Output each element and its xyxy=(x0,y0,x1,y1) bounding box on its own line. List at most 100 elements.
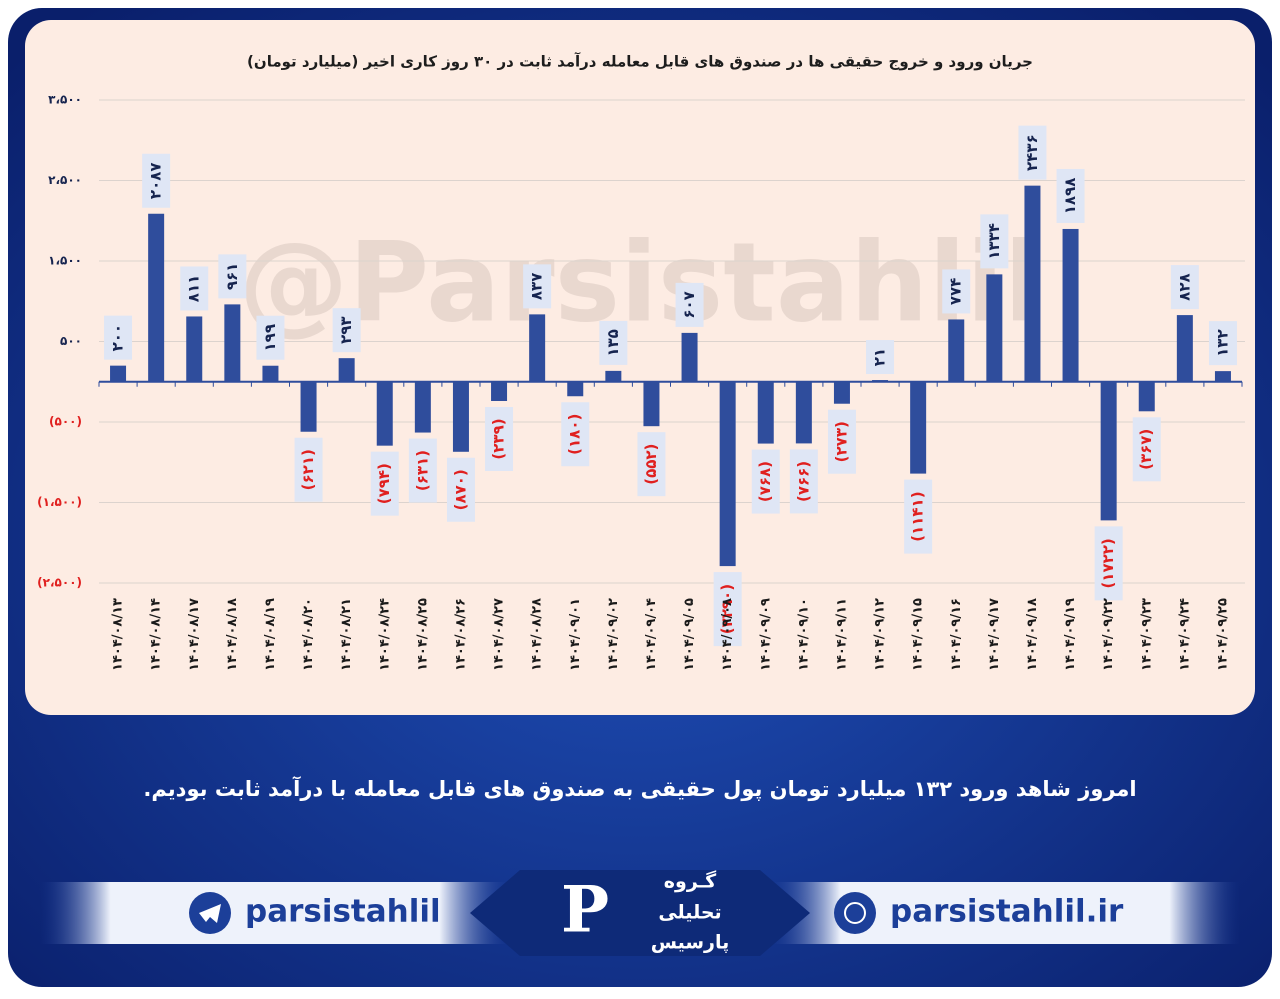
value-label-box xyxy=(1132,417,1161,482)
value-label: (۲۷۳) xyxy=(832,421,850,462)
bar xyxy=(148,213,165,382)
y-tick-label: (۱،۵۰۰) xyxy=(37,495,82,509)
bar xyxy=(567,381,584,397)
footer-band-left xyxy=(40,882,510,944)
bar xyxy=(491,381,508,401)
value-label: ۸۳۷ xyxy=(528,273,546,300)
x-tick-label: ۱۴۰۴/۰۸/۲۴ xyxy=(377,598,392,671)
value-label-box xyxy=(256,315,285,360)
logo-mark: P xyxy=(561,873,609,948)
bar xyxy=(719,381,736,567)
value-label-box xyxy=(1056,168,1085,223)
value-label-box xyxy=(523,264,552,309)
x-tick-label: ۱۴۰۴/۰۹/۱۹ xyxy=(1063,598,1078,671)
value-label-box xyxy=(1094,526,1123,601)
value-label: (۱۱۴۱) xyxy=(909,491,927,541)
value-label-box xyxy=(904,479,933,554)
x-tick-label: ۱۴۰۴/۰۸/۱۸ xyxy=(225,598,240,671)
web-icon xyxy=(834,892,876,934)
value-label-box xyxy=(218,254,247,299)
value-label-box xyxy=(104,315,133,360)
x-tick-label: ۱۴۰۴/۰۹/۱۱ xyxy=(834,598,849,671)
y-tick-label: ۱،۵۰۰ xyxy=(48,254,82,268)
value-label: (۷۶۶) xyxy=(794,461,812,502)
value-label: ۸۲۸ xyxy=(1175,273,1193,300)
logo-line: گـروه xyxy=(664,870,717,893)
x-tick-label: ۱۴۰۴/۰۹/۰۹ xyxy=(758,598,773,671)
x-tick-label: ۱۴۰۴/۰۸/۱۴ xyxy=(149,598,164,671)
value-label-box xyxy=(942,269,971,314)
bar xyxy=(338,358,355,382)
x-tick-label: ۱۴۰۴/۰۸/۲۸ xyxy=(530,598,545,671)
value-label: ۲۹۳ xyxy=(337,316,355,343)
value-label: ۱۸۹۸ xyxy=(1061,178,1079,215)
bar xyxy=(986,274,1003,382)
value-label-box xyxy=(1208,321,1237,366)
value-label: (۲۲۹۰) xyxy=(718,584,736,634)
value-label-box xyxy=(713,572,742,647)
x-tick-label: ۱۴۰۴/۰۹/۱۵ xyxy=(911,598,926,671)
y-tick-label: (۵۰۰) xyxy=(49,415,82,429)
bar xyxy=(1176,315,1193,382)
value-label-box xyxy=(675,282,704,327)
value-label-box xyxy=(599,320,628,365)
x-tick-label: ۱۴۰۴/۰۹/۲۴ xyxy=(1177,598,1192,671)
x-tick-label: ۱۴۰۴/۰۸/۲۵ xyxy=(415,598,430,671)
bar xyxy=(376,381,393,446)
value-label: ۲۴۳۶ xyxy=(1023,134,1041,171)
logo-line: پارسیس xyxy=(651,932,730,954)
bar xyxy=(757,381,774,444)
x-tick-label: ۱۴۰۴/۰۸/۲۰ xyxy=(301,598,316,671)
value-label-box xyxy=(446,457,475,522)
x-tick-label: ۱۴۰۴/۰۸/۱۷ xyxy=(187,598,202,671)
bar xyxy=(224,304,241,382)
bar xyxy=(110,365,127,382)
x-tick-label: ۱۴۰۴/۰۹/۱۷ xyxy=(987,598,1002,671)
x-tick-label: ۱۴۰۴/۰۹/۱۲ xyxy=(873,598,888,671)
bar xyxy=(1062,228,1079,382)
bar xyxy=(833,381,850,404)
bar xyxy=(643,381,660,427)
bar xyxy=(186,316,203,382)
value-label: (۸۷۰) xyxy=(451,469,469,510)
value-label-box xyxy=(1018,125,1047,180)
web-glyph xyxy=(844,902,866,924)
value-label-box xyxy=(408,438,437,503)
x-tick-label: ۱۴۰۴/۰۹/۰۸ xyxy=(720,598,735,671)
watermark: @Parsistahlil xyxy=(238,218,1041,346)
x-tick-label: ۱۴۰۴/۰۹/۱۸ xyxy=(1025,598,1040,671)
x-tick-label: ۱۴۰۴/۰۸/۱۹ xyxy=(263,598,278,671)
value-label: (۵۵۲) xyxy=(642,444,660,485)
bar xyxy=(414,381,431,433)
value-label: ۱۹۹ xyxy=(261,324,279,351)
bar xyxy=(1138,381,1155,412)
value-label: ۸۱۱ xyxy=(185,275,203,302)
website: parsistahlil.ir xyxy=(890,894,1124,930)
bar xyxy=(948,319,965,382)
bar xyxy=(529,314,546,382)
value-label: ۹۶۱ xyxy=(223,263,241,290)
value-label: ۱۳۵ xyxy=(604,329,622,356)
logo-line: تحلیلی xyxy=(658,902,721,924)
value-label-box xyxy=(637,432,666,497)
x-tick-label: ۱۴۰۴/۰۹/۰۱ xyxy=(568,598,583,671)
value-label-box xyxy=(180,266,209,311)
chart-panel xyxy=(25,20,1255,715)
x-tick-label: ۱۴۰۴/۰۸/۲۱ xyxy=(339,598,354,671)
value-label: ۲۱ xyxy=(871,348,889,366)
x-tick-label: ۱۴۰۴/۰۹/۲۲ xyxy=(1101,598,1116,671)
bar xyxy=(1100,381,1117,521)
bar xyxy=(795,381,812,444)
x-tick-label: ۱۴۰۴/۰۹/۱۰ xyxy=(796,598,811,671)
value-label: ۱۳۳۴ xyxy=(985,223,1003,260)
value-label: ۲۰۰ xyxy=(109,324,127,351)
value-label: (۳۶۷) xyxy=(1137,429,1155,470)
value-label-box xyxy=(751,449,780,514)
value-label: ۶۰۷ xyxy=(680,291,698,318)
value-label-box xyxy=(980,214,1009,269)
telegram-glyph xyxy=(199,904,221,923)
value-label-box xyxy=(142,153,171,208)
value-label: (۱۷۲۲) xyxy=(1099,538,1117,588)
